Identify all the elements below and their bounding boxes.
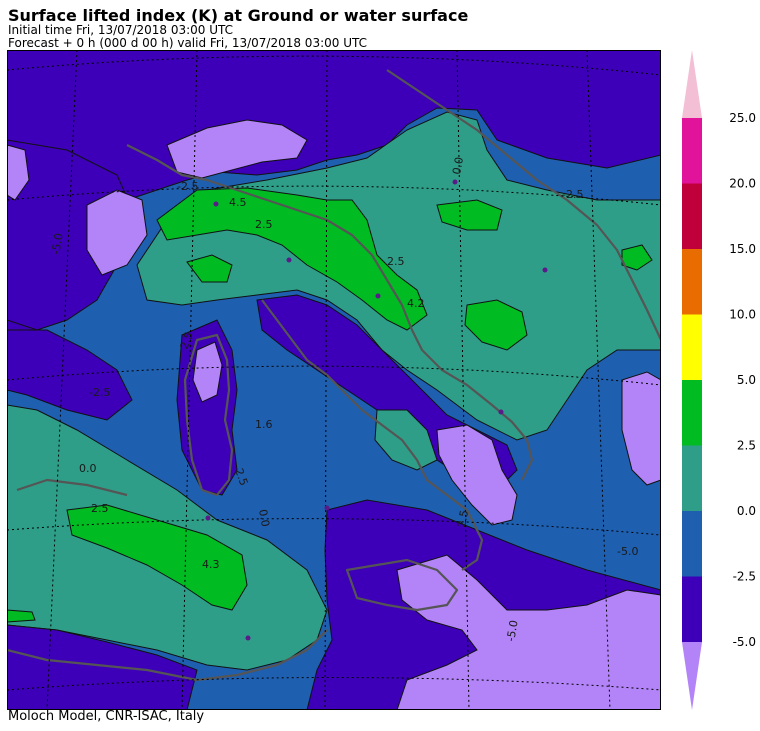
forecast-label: Forecast + 0 h (000 d 00 h) valid Fri, 1… bbox=[8, 36, 367, 50]
contour-label: 2.5 bbox=[178, 330, 196, 351]
legend-tick-label: 0.0 bbox=[737, 504, 756, 518]
contour-label: 0.0 bbox=[450, 156, 466, 175]
legend-tick-label: 15.0 bbox=[729, 242, 756, 256]
initial-time-label: Initial time Fri, 13/07/2018 03:00 UTC bbox=[8, 23, 234, 37]
legend-tick-label: 2.5 bbox=[737, 439, 756, 453]
contour-label: 2.5 bbox=[232, 467, 250, 488]
legend-color-band bbox=[682, 445, 702, 512]
purple-region-west bbox=[7, 139, 138, 331]
green-region-adriatic bbox=[464, 299, 528, 351]
contour-label: 2.5 bbox=[255, 218, 273, 231]
legend-tick-label: -5.0 bbox=[733, 635, 756, 649]
city-markers bbox=[205, 179, 548, 641]
green-region-balkans bbox=[436, 199, 503, 231]
purple-region-balearic bbox=[7, 329, 133, 421]
light-purple-south bbox=[396, 554, 661, 710]
legend-tick-label: 25.0 bbox=[729, 111, 756, 125]
legend-color-band bbox=[682, 511, 702, 577]
graticule bbox=[7, 50, 661, 710]
model-credit: Moloch Model, CNR-ISAC, Italy bbox=[8, 709, 205, 724]
green-sliver-southwest bbox=[7, 609, 36, 623]
light-purple-corsica bbox=[192, 341, 223, 403]
contour-label: -2.5 bbox=[177, 180, 198, 193]
legend-arrow-bottom bbox=[682, 642, 702, 710]
contour-label: -2.5 bbox=[89, 386, 110, 399]
color-legend: 25.0 20.0 15.0 10.0 5.0 2.5 0.0 -2.5 -5.0 bbox=[682, 50, 756, 710]
contour-label: 2.5 bbox=[455, 509, 471, 528]
map-frame bbox=[7, 50, 661, 710]
legend-tick-label: -2.5 bbox=[733, 570, 756, 584]
contour-label: -5.0 bbox=[49, 232, 66, 255]
legend-tick-label: 10.0 bbox=[729, 308, 756, 322]
lifted-index-map: 4.5 2.5 -5.0 -2.5 0.0 2.5 4.2 -2.5 2.5 1… bbox=[7, 50, 661, 710]
contour-label: -5.0 bbox=[504, 619, 521, 642]
green-region-alps bbox=[156, 187, 428, 331]
legend-color-band bbox=[682, 249, 702, 315]
contour-label: 0.0 bbox=[79, 462, 97, 475]
contour-label: 2.5 bbox=[91, 502, 109, 515]
teal-region-tyrrhenian bbox=[374, 409, 438, 471]
legend-color-band bbox=[682, 380, 702, 446]
legend-color-band bbox=[682, 576, 702, 643]
light-purple-calabria bbox=[436, 424, 518, 526]
green-region-east bbox=[621, 244, 653, 271]
legend-arrow-top bbox=[682, 50, 702, 118]
contour-labels: 4.5 2.5 -5.0 -2.5 0.0 2.5 4.2 -2.5 2.5 1… bbox=[49, 156, 638, 642]
legend-tick-label: 20.0 bbox=[729, 177, 756, 191]
contour-label: -2.5 bbox=[562, 188, 583, 201]
legend-color-band bbox=[682, 183, 702, 250]
legend-color-band bbox=[682, 118, 702, 184]
legend-color-band bbox=[682, 314, 702, 381]
map-title: Surface lifted index (K) at Ground or wa… bbox=[8, 6, 469, 25]
contour-label: 1.6 bbox=[255, 418, 273, 431]
contour-label: 0.0 bbox=[256, 508, 272, 527]
light-purple-corner bbox=[7, 144, 30, 201]
green-region-west-med bbox=[66, 504, 248, 611]
contour-label: -5.0 bbox=[617, 545, 638, 558]
green-region-ligurian bbox=[186, 254, 233, 283]
light-purple-east bbox=[621, 371, 661, 486]
light-purple-west bbox=[86, 189, 148, 276]
contour-label: 4.5 bbox=[229, 196, 247, 209]
contour-label: 4.3 bbox=[202, 558, 220, 571]
legend-tick-label: 5.0 bbox=[737, 373, 756, 387]
contour-label: 2.5 bbox=[387, 255, 405, 268]
contour-label: 4.2 bbox=[407, 297, 425, 310]
purple-region-southwest bbox=[7, 624, 198, 710]
